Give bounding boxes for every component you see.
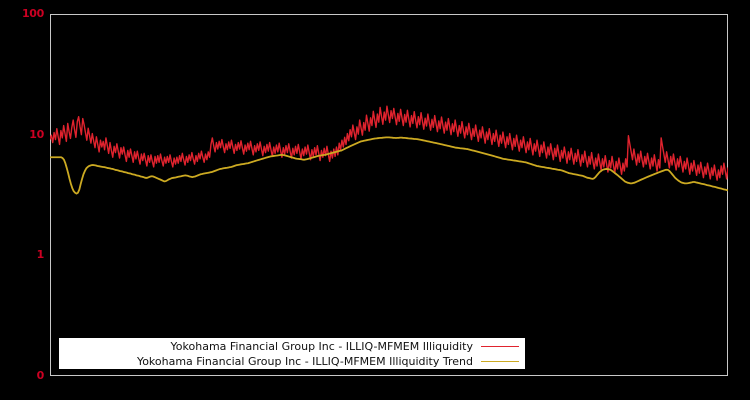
- legend-swatch-illiquidity-trend: [481, 360, 519, 362]
- y-axis-tick-10: 10: [29, 127, 44, 141]
- chart-legend: Yokohama Financial Group Inc - ILLIQ-MFM…: [59, 338, 525, 369]
- series-line-illiquidity-trend: [50, 137, 728, 193]
- y-axis-tick-1: 1: [36, 248, 45, 262]
- y-axis-tick-0: 0: [36, 369, 45, 382]
- series-line-illiquidity: [50, 106, 728, 180]
- plot-area-frame: [50, 14, 728, 376]
- legend-label-illiquidity: Yokohama Financial Group Inc - ILLIQ-MFM…: [170, 339, 473, 353]
- legend-label-illiquidity-trend: Yokohama Financial Group Inc - ILLIQ-MFM…: [136, 354, 473, 368]
- plot-series-svg: [50, 14, 728, 376]
- legend-item-illiquidity[interactable]: Yokohama Financial Group Inc - ILLIQ-MFM…: [59, 339, 525, 354]
- legend-item-illiquidity-trend[interactable]: Yokohama Financial Group Inc - ILLIQ-MFM…: [59, 354, 525, 369]
- legend-swatch-illiquidity: [481, 345, 519, 347]
- y-axis-tick-100: 100: [21, 7, 44, 20]
